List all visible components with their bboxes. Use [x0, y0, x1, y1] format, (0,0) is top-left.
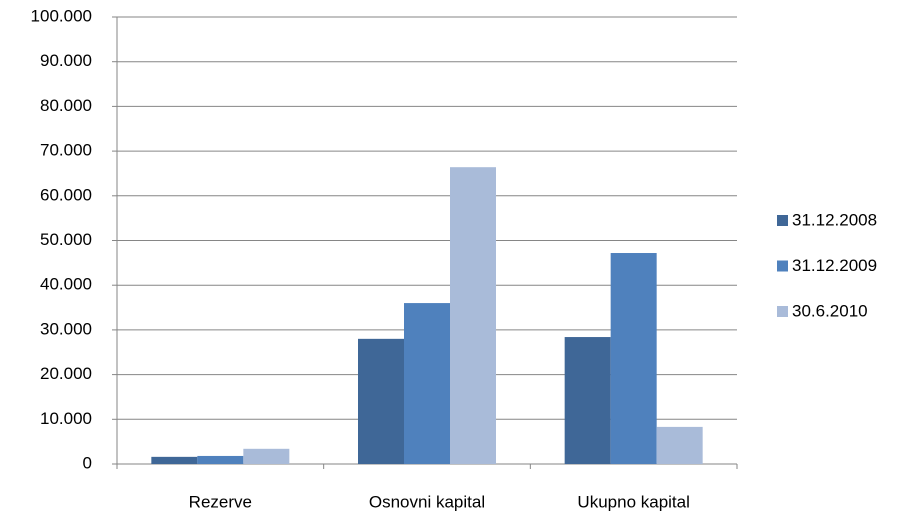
- legend-swatch: [777, 306, 788, 317]
- y-tick-label: 100.000: [31, 6, 92, 25]
- legend-label: 31.12.2009: [792, 256, 877, 275]
- bar: [610, 253, 657, 464]
- legend-label: 30.6.2010: [792, 301, 868, 320]
- y-tick-label: 30.000: [40, 319, 92, 338]
- bar: [243, 448, 290, 464]
- x-tick-label: Osnovni kapital: [369, 492, 485, 511]
- y-tick-label: 20.000: [40, 364, 92, 383]
- bar: [151, 456, 198, 464]
- y-tick-label: 70.000: [40, 141, 92, 160]
- y-tick-label: 90.000: [40, 51, 92, 70]
- x-tick-label: Rezerve: [189, 492, 252, 511]
- y-tick-label: 60.000: [40, 185, 92, 204]
- bar: [404, 303, 450, 464]
- y-tick-label: 50.000: [40, 230, 92, 249]
- legend-swatch: [777, 215, 788, 226]
- legend-label: 31.12.2008: [792, 210, 877, 229]
- bar: [450, 167, 496, 464]
- bar: [358, 338, 404, 464]
- y-tick-label: 40.000: [40, 275, 92, 294]
- bar: [564, 337, 611, 464]
- y-tick-label: 10.000: [40, 409, 92, 428]
- y-tick-label: 80.000: [40, 96, 92, 115]
- x-tick-label: Ukupno kapital: [577, 492, 689, 511]
- bar: [197, 455, 244, 464]
- y-tick-label: 0: [83, 453, 92, 472]
- legend-swatch: [777, 260, 788, 272]
- bar: [656, 426, 703, 464]
